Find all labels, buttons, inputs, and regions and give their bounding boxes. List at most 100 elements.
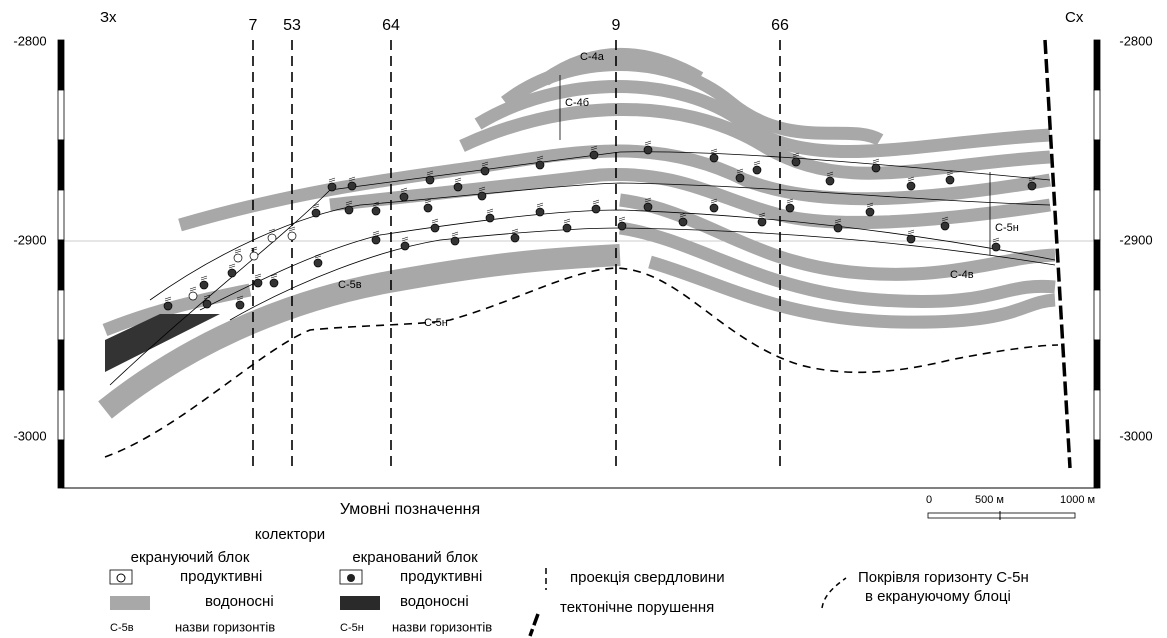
well-point [270, 279, 278, 287]
well-point [644, 203, 652, 211]
horizon-label: С-5н [995, 222, 1019, 234]
depth-label: -2900 [1119, 232, 1152, 247]
depth-bar-segment [1094, 390, 1100, 440]
depth-bar-segment [58, 390, 64, 440]
well-point-tick [329, 178, 335, 182]
well-label: 64 [382, 17, 400, 34]
cross-section: 75364966 Зх Сх С-4а С-4б С-5н С-5в С-4в … [0, 0, 1167, 638]
well-point [481, 167, 489, 175]
well-point [679, 218, 687, 226]
well-point-tick [564, 219, 570, 223]
well-point-tick [271, 274, 277, 278]
well-point [710, 154, 718, 162]
well-point [254, 279, 262, 287]
well-point-tick [255, 274, 261, 278]
well-point-tick [289, 227, 295, 231]
well-point [792, 158, 800, 166]
well-point [454, 183, 462, 191]
well-point [203, 300, 211, 308]
well-point-tick [432, 219, 438, 223]
well-point-tick [754, 161, 760, 165]
horizon-label: С-4б [565, 97, 589, 109]
well-point [618, 222, 626, 230]
depth-bar-segment [58, 90, 64, 140]
well-point [424, 204, 432, 212]
west-label: Зх [100, 9, 117, 26]
horizon-label: С-5н [424, 317, 448, 329]
depth-bar-segment [1094, 140, 1100, 190]
legend-text: продуктивні [180, 568, 262, 585]
east-label: Сх [1065, 9, 1084, 26]
well-point [372, 207, 380, 215]
well-point [451, 237, 459, 245]
well-point [268, 234, 276, 242]
well-point-tick [452, 232, 458, 236]
well-point-tick [190, 287, 196, 291]
well-label: 66 [771, 17, 789, 34]
well-point [288, 232, 296, 240]
depth-bar-segment [58, 40, 64, 90]
well-label: 7 [249, 17, 258, 34]
well-point-tick [373, 231, 379, 235]
well-point [758, 218, 766, 226]
well-point-tick [455, 178, 461, 182]
legend-title: Умовні позначення [340, 501, 480, 518]
depth-label: -3000 [1119, 428, 1152, 443]
depth-bar-segment [58, 340, 64, 390]
well-point [189, 292, 197, 300]
well-point [426, 176, 434, 184]
legend-text: проекція свердловини [570, 569, 725, 586]
well-point-tick [165, 297, 171, 301]
well-point-tick [402, 237, 408, 241]
well-point [826, 177, 834, 185]
well-point [753, 166, 761, 174]
legend-text: екранований блок [352, 549, 478, 566]
well-point-tick [251, 247, 257, 251]
well-point [228, 269, 236, 277]
well-point [164, 302, 172, 310]
depth-bar-segment [58, 290, 64, 340]
depth-label: -2800 [13, 33, 46, 48]
depth-bar-segment [1094, 440, 1100, 488]
well-point-tick [229, 264, 235, 268]
depth-bar-segment [58, 440, 64, 488]
well-point [907, 182, 915, 190]
well-point [1028, 182, 1036, 190]
scale-label: 1000 м [1060, 494, 1095, 506]
legend-text: екрануючий блок [131, 549, 250, 566]
well-point [786, 204, 794, 212]
well-point [431, 224, 439, 232]
well-point [478, 192, 486, 200]
legend-text: С-5в [110, 622, 134, 634]
well-point [710, 204, 718, 212]
well-point [314, 259, 322, 267]
well-point [866, 208, 874, 216]
depth-label: -2800 [1119, 33, 1152, 48]
well-point-tick [269, 229, 275, 233]
well-point [236, 301, 244, 309]
well-point-tick [235, 249, 241, 253]
well-point [345, 206, 353, 214]
well-point-tick [873, 159, 879, 163]
well-point [736, 174, 744, 182]
legend-text: назви горизонтів [175, 619, 275, 634]
legend-text: колектори [255, 526, 325, 543]
depth-label: -3000 [13, 428, 46, 443]
well-point [536, 208, 544, 216]
well-point [372, 236, 380, 244]
well-point [348, 182, 356, 190]
well-point-tick [593, 200, 599, 204]
depth-bar-segment [1094, 90, 1100, 140]
depth-bar-segment [58, 140, 64, 190]
well-point-tick [619, 217, 625, 221]
well-point-tick [537, 203, 543, 207]
scale-label: 500 м [975, 494, 1004, 506]
legend-text: в екрануючому блоці [865, 588, 1011, 605]
depth-bar-segment [1094, 190, 1100, 240]
well-point [592, 205, 600, 213]
well-point [946, 176, 954, 184]
well-label: 9 [612, 17, 621, 34]
well-point [941, 222, 949, 230]
well-point [563, 224, 571, 232]
horizon-label: С-4в [950, 269, 974, 281]
